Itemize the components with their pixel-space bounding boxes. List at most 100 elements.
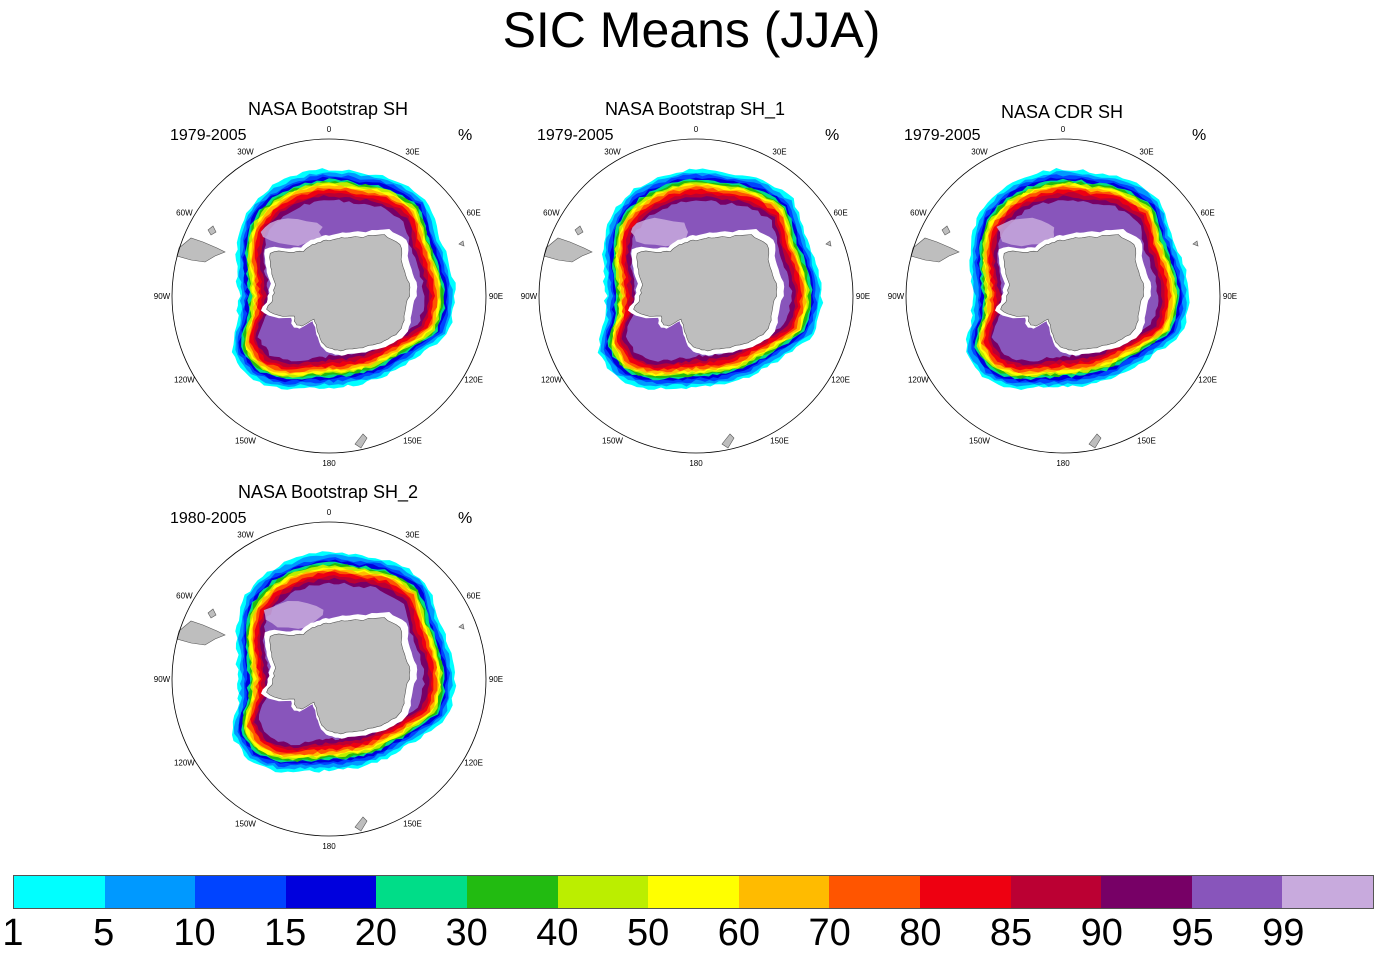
colorbar-label: 20 bbox=[354, 912, 398, 954]
page-title: SIC Means (JJA) bbox=[502, 2, 881, 58]
sea-ice-field bbox=[597, 168, 824, 390]
kerguelen-island bbox=[458, 623, 465, 630]
colorbar-label: 90 bbox=[1080, 912, 1123, 954]
panel-period: 1979-2005 bbox=[904, 127, 981, 144]
longitude-label: 60E bbox=[466, 592, 480, 601]
longitude-label: 60E bbox=[466, 209, 480, 218]
colorbar-label: 40 bbox=[536, 912, 579, 954]
antarctica-landmass bbox=[266, 617, 411, 735]
longitude-label: 150E bbox=[403, 820, 422, 829]
longitude-label: 30W bbox=[237, 147, 254, 156]
high-concentration-patch bbox=[996, 217, 1055, 247]
new-zealand-landmass bbox=[354, 816, 368, 832]
kerguelen-island bbox=[1192, 240, 1199, 247]
map-boundary bbox=[171, 521, 487, 837]
colorbar-label: 99 bbox=[1262, 912, 1305, 954]
south-america-landmass bbox=[543, 237, 593, 263]
colorbar-labels: 1 5 10 15 20 30 40 50 60 70 80 85 90 95 99 bbox=[0, 910, 1383, 957]
colorbar-swatch bbox=[738, 876, 830, 908]
colorbar-label: 80 bbox=[899, 912, 942, 954]
map-boundary bbox=[538, 138, 854, 454]
longitude-label: 30W bbox=[604, 147, 621, 156]
longitude-label: 30E bbox=[772, 147, 786, 156]
map-boundary bbox=[171, 138, 487, 454]
panel-title: NASA Bootstrap SH bbox=[247, 99, 409, 119]
longitude-label: 60E bbox=[833, 209, 847, 218]
longitude-label: 150E bbox=[1137, 437, 1156, 446]
sea-ice-field bbox=[232, 551, 457, 773]
longitude-label: 90E bbox=[856, 292, 870, 301]
colorbar-swatch bbox=[1282, 876, 1373, 908]
colorbar-label: 5 bbox=[93, 912, 115, 954]
polar-map: 0 30E 60E 90E 120E 150E 180 150W 120W 90W 60W 30W bbox=[154, 125, 503, 468]
longitude-label: 60W bbox=[543, 209, 560, 218]
falkland-islands bbox=[574, 225, 584, 236]
panel-unit: % bbox=[1192, 127, 1207, 144]
sea-ice-field bbox=[965, 168, 1190, 390]
antarctica-landmass bbox=[266, 234, 411, 352]
panel-title: NASA Bootstrap SH_1 bbox=[604, 99, 786, 119]
colorbar-label: 15 bbox=[264, 912, 307, 954]
colorbar-swatch bbox=[1101, 876, 1192, 908]
longitude-label: 120W bbox=[174, 759, 195, 768]
longitude-label: 30E bbox=[405, 147, 419, 156]
colorbar-label: 30 bbox=[445, 912, 488, 954]
high-concentration-patch bbox=[263, 601, 324, 629]
colorbar-label: 95 bbox=[1171, 912, 1214, 954]
colorbar-swatch bbox=[466, 876, 558, 908]
antarctica-landmass bbox=[633, 234, 778, 352]
colorbar-label: 1 bbox=[2, 912, 24, 954]
kerguelen-island bbox=[458, 240, 465, 247]
falkland-islands bbox=[941, 225, 951, 236]
map-panel-nasa-bootstrap-sh-1: NASA Bootstrap SH_1 1979-2005 % 0 30E 60E 9… bbox=[521, 97, 897, 477]
colorbar-swatch bbox=[104, 876, 196, 908]
new-zealand-landmass bbox=[1088, 433, 1102, 449]
longitude-label: 90E bbox=[1223, 292, 1237, 301]
longitude-label: 180 bbox=[1056, 459, 1070, 468]
colorbar-swatch bbox=[195, 876, 286, 908]
map-boundary bbox=[905, 138, 1221, 454]
longitude-label: 120W bbox=[541, 376, 562, 385]
longitude-label: 150W bbox=[969, 437, 990, 446]
longitude-label: 120E bbox=[464, 376, 483, 385]
longitude-label: 90E bbox=[489, 292, 503, 301]
longitude-label: 150W bbox=[235, 437, 256, 446]
longitude-label: 150E bbox=[403, 437, 422, 446]
colorbar bbox=[13, 875, 1374, 909]
longitude-label: 60E bbox=[1200, 209, 1214, 218]
colorbar-label: 10 bbox=[173, 912, 216, 954]
polar-map: 0 30E 60E 90E 120E 150E 180 150W 120W 90W 60W 30W bbox=[888, 125, 1237, 468]
south-america-landmass bbox=[910, 237, 960, 263]
polar-map: 0 30E 60E 90E 120E 150E 180 150W 120W 90W 60W 30W bbox=[521, 125, 870, 468]
longitude-label: 30W bbox=[971, 147, 988, 156]
panel-period: 1980-2005 bbox=[170, 510, 247, 527]
colorbar-label: 50 bbox=[626, 912, 670, 954]
colorbar-swatch bbox=[1010, 876, 1102, 908]
longitude-label: 60W bbox=[176, 209, 193, 218]
longitude-label: 120E bbox=[1198, 376, 1217, 385]
longitude-label: 0 bbox=[1061, 125, 1066, 134]
map-panel-nasa-cdr-sh: NASA CDR SH 1979-2005 % 0 30E 60E 90E 120E 15… bbox=[888, 97, 1264, 477]
colorbar-swatch bbox=[285, 876, 377, 908]
longitude-label: 0 bbox=[327, 125, 332, 134]
longitude-label: 30E bbox=[1139, 147, 1153, 156]
longitude-label: 180 bbox=[322, 842, 336, 851]
longitude-label: 150W bbox=[602, 437, 623, 446]
south-america-landmass bbox=[176, 237, 226, 263]
falkland-islands bbox=[207, 608, 217, 619]
panel-period: 1979-2005 bbox=[170, 127, 247, 144]
longitude-label: 120W bbox=[174, 376, 195, 385]
colorbar-swatch bbox=[829, 876, 920, 908]
map-panel-nasa-bootstrap-sh: NASA Bootstrap SH 1979-2005 % 0 30E 60E 90E… bbox=[154, 97, 530, 477]
panel-title: NASA CDR SH bbox=[1000, 102, 1124, 122]
longitude-label: 90W bbox=[888, 292, 905, 301]
longitude-label: 0 bbox=[327, 508, 332, 517]
longitude-label: 120E bbox=[464, 759, 483, 768]
panel-unit: % bbox=[458, 127, 473, 144]
sea-ice-field bbox=[231, 168, 456, 390]
longitude-label: 90W bbox=[154, 675, 171, 684]
longitude-label: 0 bbox=[694, 125, 699, 134]
panel-period: 1979-2005 bbox=[537, 127, 614, 144]
new-zealand-landmass bbox=[354, 433, 368, 449]
longitude-label: 120E bbox=[831, 376, 850, 385]
